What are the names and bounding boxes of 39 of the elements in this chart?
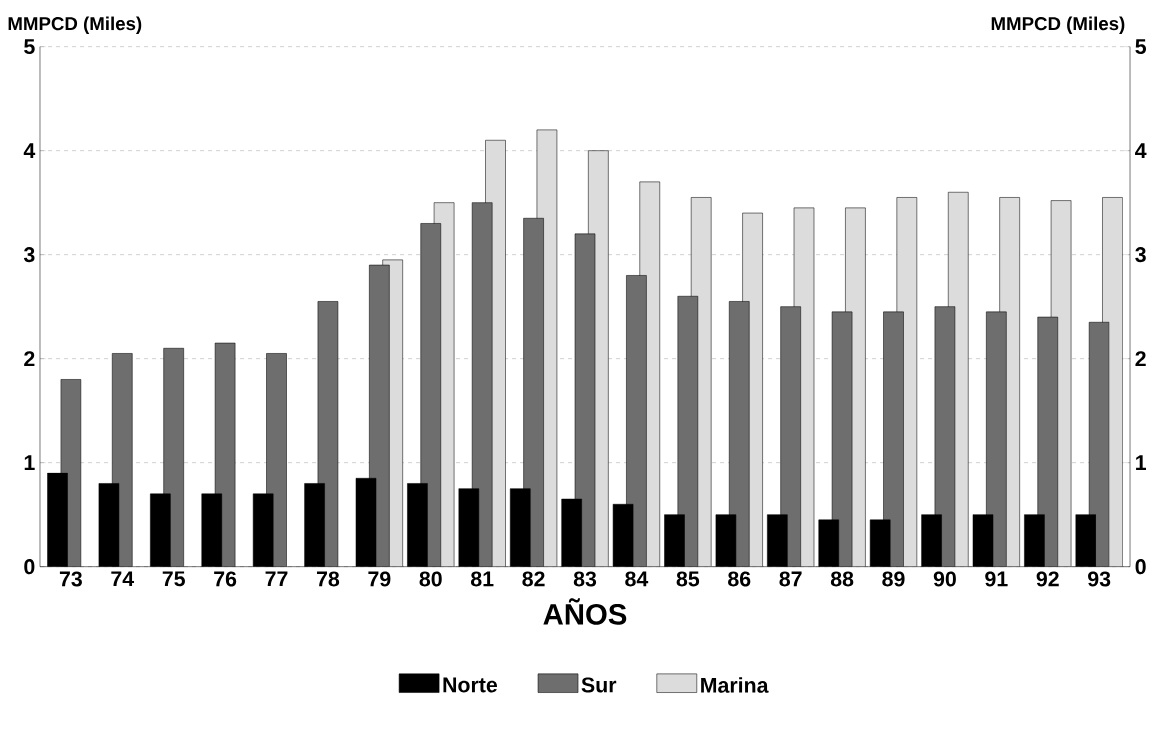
- y-axis-title: MMPCD (Miles): [8, 16, 142, 34]
- x-tick-label: 89: [882, 571, 905, 587]
- legend-label: Marina: [701, 677, 769, 693]
- y2-tick-label: 3: [1135, 247, 1146, 263]
- x-tick-label: 73: [59, 571, 82, 587]
- y-tick-label: 2: [24, 351, 35, 367]
- y-tick-label: 0: [24, 559, 35, 575]
- y2-axis-title: MMPCD (Miles): [991, 16, 1125, 34]
- x-tick-label: 74: [111, 571, 135, 587]
- y2-tick-label: 4: [1135, 143, 1147, 158]
- x-tick-label: 88: [830, 571, 854, 587]
- x-tick-label: 80: [419, 571, 442, 587]
- y2-tick-label: 0: [1135, 559, 1146, 575]
- x-tick-label: 85: [676, 571, 700, 587]
- y-tick-label: 5: [24, 39, 35, 55]
- x-tick-label: 81: [470, 571, 494, 587]
- x-tick-label: 93: [1088, 571, 1111, 587]
- y-tick-label: 3: [23, 247, 35, 263]
- y-tick-label: 4: [23, 143, 36, 158]
- x-axis-title: AÑOS: [543, 598, 627, 625]
- x-tick-label: 78: [316, 571, 340, 587]
- x-tick-label: 90: [933, 571, 956, 587]
- y2-tick-label: 2: [1135, 351, 1146, 367]
- x-tick-label: 84: [625, 571, 649, 587]
- y2-tick-label: 5: [1135, 39, 1146, 55]
- x-tick-label: 86: [728, 571, 751, 587]
- x-tick-label: 92: [1036, 571, 1059, 587]
- x-tick-label: 91: [985, 571, 1008, 587]
- legend-label: Sur: [581, 677, 617, 693]
- x-tick-label: 83: [573, 571, 597, 587]
- y-tick-label: 1: [24, 455, 35, 470]
- x-tick-label: 75: [162, 571, 185, 587]
- x-tick-label: 79: [368, 571, 391, 587]
- x-tick-label: 77: [265, 571, 288, 587]
- y2-tick-label: 1: [1136, 455, 1146, 470]
- x-tick-label: 87: [779, 571, 802, 587]
- x-tick-label: 82: [522, 571, 545, 587]
- legend-label: Norte: [443, 677, 498, 693]
- x-tick-label: 76: [214, 571, 237, 587]
